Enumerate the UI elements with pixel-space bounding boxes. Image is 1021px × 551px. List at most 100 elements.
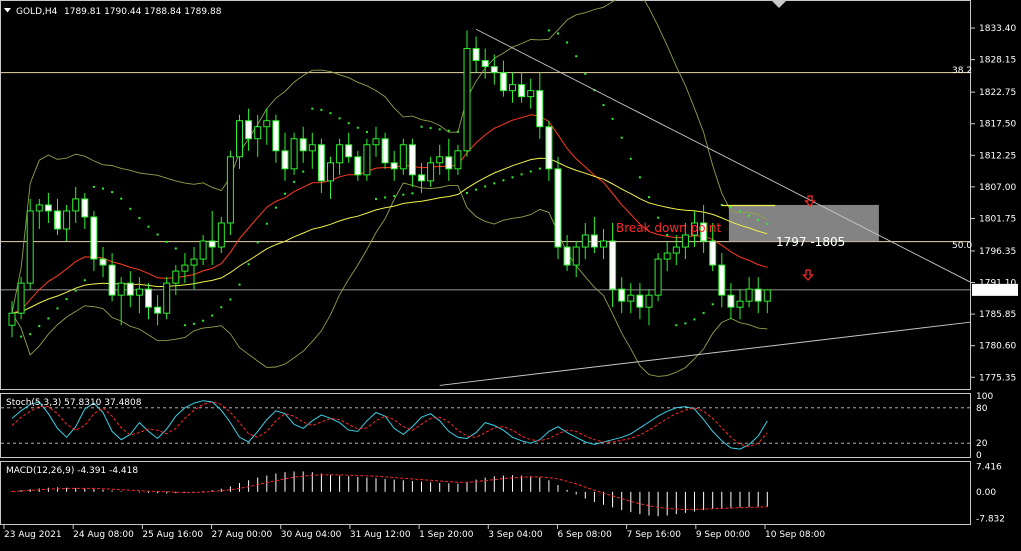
sar-dot [65,298,68,301]
candlesticks [8,30,771,338]
sar-dot [429,127,432,130]
sar-dot [129,207,132,210]
sar-dot [657,216,660,219]
candle-body-bull [135,288,143,296]
stoch-tick-label: 0 [976,451,982,461]
moving-averages [11,114,768,314]
candle [54,198,61,236]
candle-body-bull [236,120,243,158]
price-tick-label: 1817.50 [979,120,1016,130]
candle [208,210,216,266]
sar-dot [256,241,259,244]
time-axis: 23 Aug 2021 24 Aug 08:00 25 Aug 16:00 27 Au… [3,525,825,540]
candle-body-bear [245,120,253,140]
price-tag-text: 1789.88 [976,286,1013,296]
candle-body-bull [645,294,653,308]
candle-body-bull [308,144,316,152]
candle-body-bull [463,48,471,152]
sar-dot [538,167,541,170]
sar-dot [56,307,59,310]
candle-body-bull [8,312,16,326]
price-tick-label: 1807.00 [979,183,1016,193]
sar-dot [456,130,459,133]
sar-dot [393,195,396,198]
candle-body-bull [672,246,680,254]
collapse-arrow-icon[interactable] [4,8,11,13]
sar-dot [74,289,77,292]
candle-body-bear [108,264,116,296]
trendlines [439,28,971,386]
candle [481,48,489,79]
candle-body-bull [72,198,80,212]
price-tag-box [972,283,1018,296]
candle-body-bear [609,240,617,290]
macd-tick-label: 7.416 [976,463,1002,473]
sar-dot [693,318,696,321]
candle [600,228,607,260]
candle-body-bear [81,198,89,218]
fib-382-label: 38.2 [952,66,972,76]
sar-dot [484,185,487,188]
candle [718,253,726,308]
candle-body-bull [581,234,589,248]
candle [736,289,744,320]
shift-marker-icon[interactable] [772,1,786,8]
candle-body-bear [445,156,453,170]
candle-body-bull [600,240,607,248]
sar-dot [20,335,23,338]
candle-body-bull [654,258,662,296]
candle-body-bull [372,138,380,146]
price-tick-label: 1822.75 [979,88,1016,98]
candle [427,156,435,187]
candle [99,247,107,278]
sar-dot [566,41,569,44]
stoch-pane-frame [0,393,971,458]
candle-body-bear [154,306,162,314]
sar-dot [265,222,268,225]
stoch-header: Stoch(5,3,3) 57.8310 37.4808 [6,398,142,408]
candle-body-bear [281,150,289,170]
sar-dot [220,306,223,309]
candle [8,301,16,338]
candle-body-bear [499,72,507,92]
sar-dot [602,104,605,107]
zone-rect [728,204,879,242]
candle-body-bear [408,144,416,176]
ascending-trendline [439,321,971,386]
candle [35,198,43,229]
candle-body-bear [299,138,307,152]
candle [363,138,371,181]
candle-body-bull [35,204,43,212]
candle [135,277,143,314]
candle [299,126,307,163]
candle-body-bear [345,144,353,158]
sar-dot [347,122,350,125]
sar-dot [356,126,359,129]
sar-dot [411,192,414,195]
candle [627,283,635,314]
sar-dot [193,322,195,325]
candle [217,216,225,254]
current-price-tag: 1789.88 [972,283,1018,296]
annotations: 38.2 50.0 Break down point 1797 -1805 [616,66,972,281]
price-tick-label: 1791.10 [979,279,1016,289]
candle-body-bull [681,234,689,248]
price-tick-label: 1775.35 [979,373,1016,383]
time-tick-label: 10 Sep 08:00 [765,530,825,540]
stoch-signal-line [11,401,768,448]
time-tick-label: 24 Aug 08:00 [73,530,134,540]
candle [372,126,380,157]
sar-dot [702,311,705,314]
candle [117,277,125,326]
candle-body-bear [718,264,726,296]
price-tick-label: 1812.25 [979,151,1016,161]
candle-body-bear [700,222,708,242]
candle [263,108,271,145]
parabolic-sar [20,29,769,338]
candle [418,162,425,193]
candle [463,30,471,157]
candle-body-bear [90,216,98,260]
candle-body-bull [509,84,516,92]
macd-tick-label: 0.00 [976,488,996,498]
